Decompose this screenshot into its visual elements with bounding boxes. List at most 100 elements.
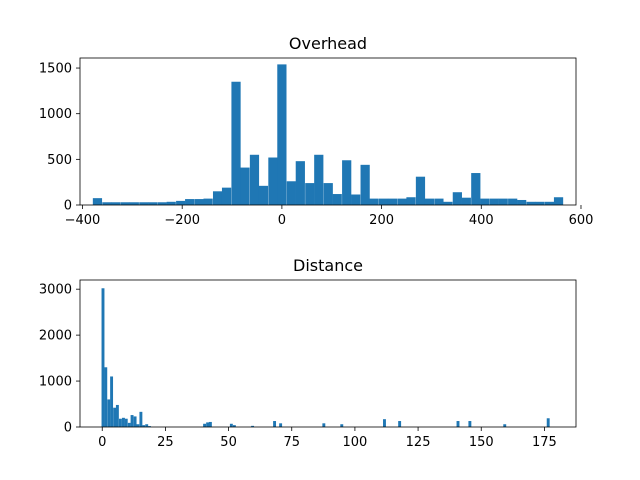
overhead-bar-2: [111, 202, 121, 205]
overhead-bar-7: [157, 202, 167, 205]
distance-bar-25: [322, 423, 326, 427]
overhead-y-tick-label-3: 1500: [39, 62, 72, 77]
overhead-bar-39: [452, 192, 462, 205]
overhead-bar-38: [443, 201, 453, 205]
distance-bar-22: [251, 425, 255, 427]
overhead-bar-45: [508, 198, 518, 205]
distance-bar-7: [122, 417, 125, 427]
distance-bar-9: [127, 422, 131, 427]
distance-x-ticks: 0 25 50 75 100 125 150 175: [98, 427, 557, 450]
overhead-bar-19: [268, 157, 278, 205]
overhead-bar-50: [553, 197, 564, 205]
overhead-bar-42: [480, 198, 490, 205]
overhead-bar-36: [424, 198, 435, 205]
overhead-bar-48: [535, 201, 545, 205]
distance-bar-16: [148, 426, 151, 427]
overhead-bar-17: [249, 154, 260, 205]
distance-bar-27: [383, 419, 386, 427]
distance-y-tick-label-3: 3000: [39, 283, 72, 298]
overhead-bar-20: [277, 64, 287, 205]
distance-bar-11: [133, 416, 137, 427]
distance-x-tick-label-6: 150: [469, 435, 494, 450]
overhead-x-tick-label-5: 600: [569, 213, 594, 228]
overhead-bar-44: [498, 198, 508, 205]
overhead-bar-10: [185, 199, 195, 205]
overhead-x-ticks: −400 −200 0 200 400 600: [65, 205, 594, 228]
overhead-bar-9: [176, 200, 186, 205]
overhead-title: Overhead: [289, 34, 367, 53]
distance-bar-32: [546, 418, 550, 427]
overhead-bar-8: [166, 201, 176, 205]
overhead-x-tick-label-4: 400: [469, 213, 494, 228]
overhead-bar-21: [286, 181, 296, 205]
overhead-bar-32: [387, 198, 398, 205]
distance-x-tick-label-1: 25: [157, 435, 174, 450]
distance-bar-5: [115, 404, 119, 427]
overhead-bar-34: [406, 197, 416, 205]
distance-bar-4: [113, 407, 117, 427]
distance-bar-20: [229, 423, 233, 427]
distance-axes-frame: [79, 279, 577, 428]
distance-bar-19: [208, 421, 212, 427]
overhead-bars: [92, 64, 564, 205]
overhead-bar-6: [148, 202, 158, 205]
distance-y-tick-label-1: 1000: [39, 375, 72, 390]
distance-bar-31: [503, 424, 507, 427]
overhead-y-tick-label-1: 500: [47, 153, 72, 168]
distance-bar-1: [104, 367, 108, 427]
distance-bar-17: [203, 423, 207, 427]
distance-histogram: Distance 0 25 50 75 100 125 150 175 0 1000 2000 30…: [39, 256, 577, 450]
overhead-y-ticks: 0 500 1000 1500: [39, 62, 80, 214]
overhead-bar-26: [332, 194, 342, 205]
overhead-bar-35: [415, 176, 426, 205]
overhead-x-tick-label-0: −400: [65, 213, 101, 228]
distance-x-tick-label-7: 175: [532, 435, 557, 450]
distance-bar-24: [279, 423, 283, 427]
overhead-bar-22: [295, 161, 305, 205]
overhead-bar-43: [489, 198, 499, 205]
distance-x-tick-label-3: 75: [283, 435, 300, 450]
distance-bar-29: [456, 421, 460, 427]
overhead-bar-47: [526, 201, 536, 205]
distance-y-tick-label-0: 0: [64, 421, 72, 436]
overhead-bar-14: [221, 187, 232, 205]
distance-bar-3: [110, 376, 114, 427]
overhead-bar-0: [92, 198, 103, 205]
overhead-bar-18: [258, 185, 269, 205]
overhead-bar-13: [212, 191, 223, 205]
distance-y-tick-label-2: 2000: [39, 329, 72, 344]
distance-bar-18: [206, 422, 210, 427]
distance-bar-15: [145, 424, 149, 427]
overhead-bar-31: [378, 198, 389, 205]
distance-x-tick-label-5: 125: [406, 435, 431, 450]
overhead-y-tick-label-2: 1000: [39, 107, 72, 122]
overhead-bar-33: [397, 198, 407, 205]
overhead-x-tick-label-3: 200: [369, 213, 394, 228]
distance-bar-26: [340, 424, 344, 427]
distance-bars: [101, 288, 550, 427]
overhead-bar-1: [102, 202, 112, 205]
distance-bar-10: [130, 415, 134, 427]
overhead-bar-24: [314, 154, 324, 205]
overhead-axes-frame: [79, 57, 577, 206]
overhead-bar-4: [129, 202, 139, 205]
distance-bar-28: [398, 421, 402, 427]
overhead-bar-28: [351, 194, 361, 205]
overhead-bar-29: [360, 164, 370, 205]
overhead-bar-37: [434, 198, 444, 205]
distance-bar-21: [232, 425, 236, 427]
distance-title: Distance: [293, 256, 363, 275]
overhead-bar-15: [231, 81, 241, 205]
distance-x-tick-label-0: 0: [98, 435, 106, 450]
overhead-bar-3: [120, 202, 130, 205]
overhead-bar-23: [305, 183, 315, 205]
overhead-bar-11: [194, 199, 204, 205]
overhead-bar-16: [240, 167, 250, 205]
distance-y-ticks: 0 1000 2000 3000: [39, 283, 80, 436]
distance-bar-12: [136, 424, 140, 427]
distance-bar-6: [118, 418, 122, 427]
overhead-x-tick-label-2: 0: [278, 213, 286, 228]
overhead-histogram: Overhead −400 −200 0 200 400 600 0 500 1000 1500: [39, 34, 593, 228]
distance-x-tick-label-2: 50: [220, 435, 237, 450]
